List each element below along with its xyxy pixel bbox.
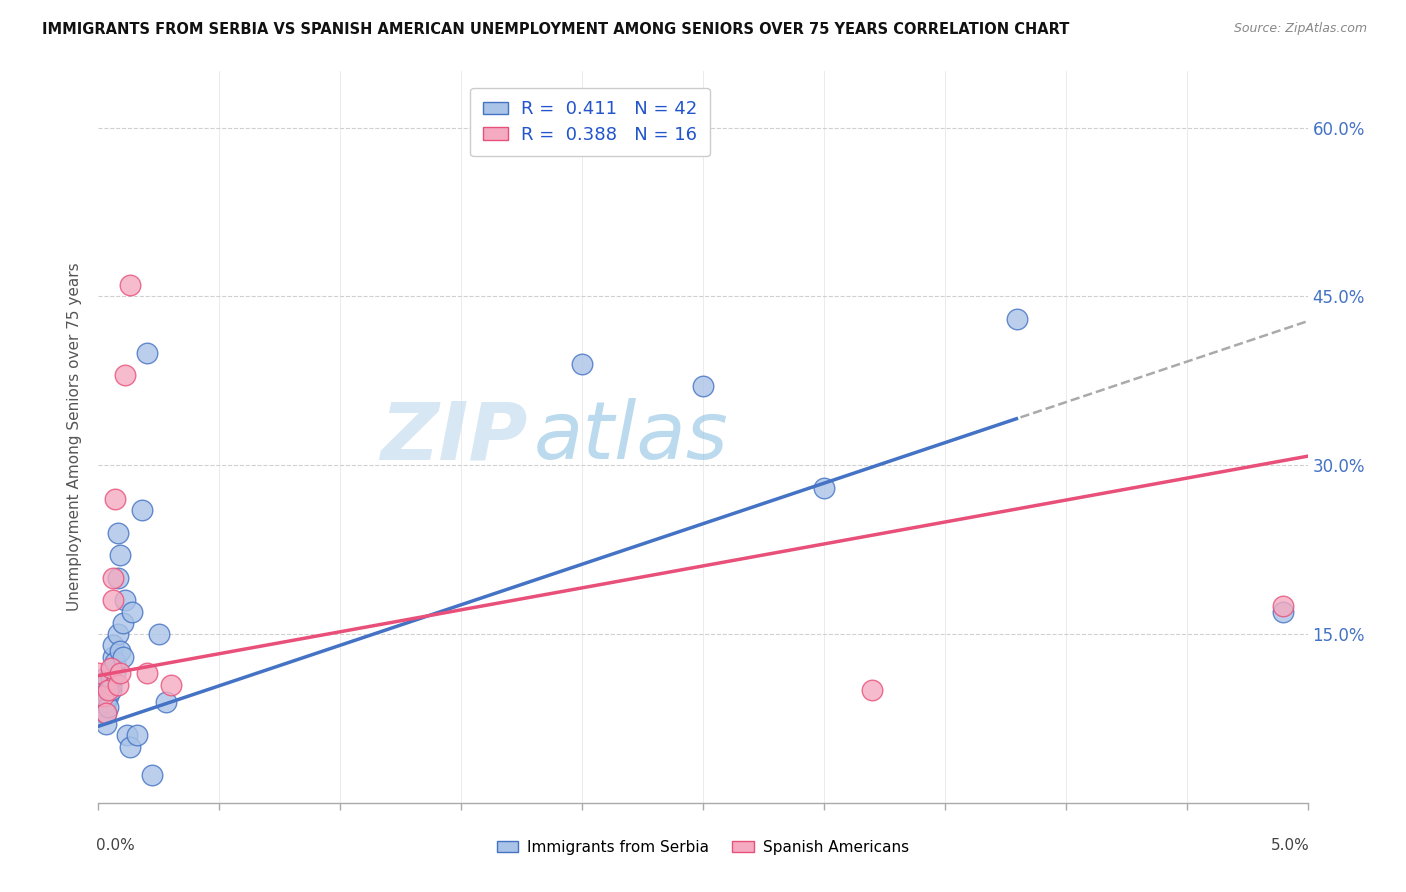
Point (121, 605, 143, 619)
Point (97, 700, 120, 714)
Point (87, 694, 110, 708)
Point (104, 491, 127, 506)
Point (87, 666, 110, 681)
Point (91, 706, 114, 720)
Point (90, 689, 112, 703)
Point (107, 525, 129, 540)
Point (101, 571, 124, 585)
Point (813, 481, 835, 495)
Point (94, 706, 117, 720)
Text: 5.0%: 5.0% (1271, 838, 1310, 854)
Point (97, 683, 120, 698)
Point (111, 615, 134, 630)
Point (97, 683, 120, 698)
Point (160, 678, 183, 692)
Point (118, 278, 141, 293)
Point (94, 706, 117, 720)
Text: IMMIGRANTS FROM SERBIA VS SPANISH AMERICAN UNEMPLOYMENT AMONG SENIORS OVER 75 YE: IMMIGRANTS FROM SERBIA VS SPANISH AMERIC… (42, 22, 1070, 37)
Legend: Immigrants from Serbia, Spanish Americans: Immigrants from Serbia, Spanish American… (491, 834, 915, 861)
Point (97, 689, 120, 703)
Point (135, 666, 157, 681)
Point (100, 678, 122, 692)
Point (91, 683, 114, 698)
Text: Source: ZipAtlas.com: Source: ZipAtlas.com (1233, 22, 1367, 36)
Point (117, 728, 139, 742)
Point (97, 672, 120, 686)
Point (1272, 599, 1295, 613)
Point (101, 649, 124, 664)
Point (101, 638, 124, 652)
Point (101, 661, 124, 675)
Point (148, 627, 170, 641)
Text: 0.0%: 0.0% (96, 838, 135, 854)
Point (94, 717, 117, 731)
Point (571, 357, 593, 371)
Point (104, 666, 127, 681)
Point (114, 368, 136, 383)
Text: ZIP: ZIP (380, 398, 527, 476)
Point (155, 694, 177, 708)
Point (101, 593, 124, 607)
Point (127, 728, 149, 742)
Point (100, 683, 122, 698)
Point (114, 593, 136, 607)
Point (111, 649, 134, 664)
Point (1272, 605, 1295, 619)
Point (94, 694, 117, 708)
Point (1007, 312, 1029, 326)
Point (91, 689, 114, 703)
Point (108, 644, 131, 658)
Point (141, 767, 163, 781)
Point (107, 627, 129, 641)
Point (100, 672, 122, 686)
Y-axis label: Unemployment Among Seniors over 75 years: Unemployment Among Seniors over 75 years (67, 263, 83, 611)
Point (108, 666, 131, 681)
Point (118, 739, 141, 754)
Point (107, 678, 129, 692)
Text: atlas: atlas (534, 398, 728, 476)
Point (131, 503, 153, 517)
Point (104, 655, 127, 669)
Point (100, 661, 122, 675)
Point (860, 683, 883, 698)
Point (135, 345, 157, 359)
Point (692, 379, 714, 393)
Point (108, 548, 131, 562)
Point (107, 571, 129, 585)
Point (91, 672, 114, 686)
